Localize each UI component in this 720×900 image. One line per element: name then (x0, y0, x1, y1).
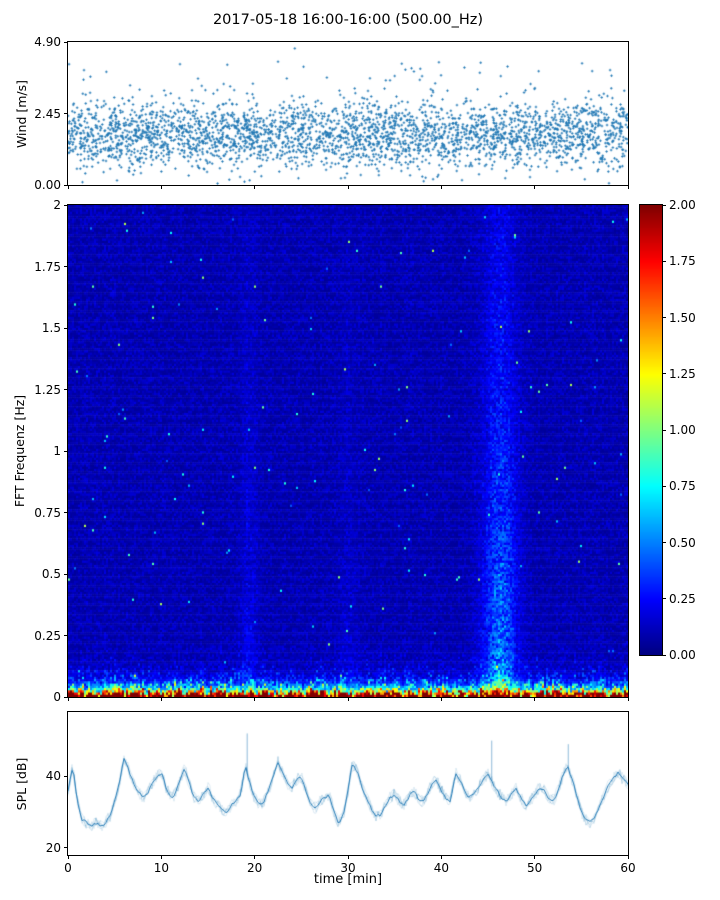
y-tick-mark (64, 184, 68, 186)
x-tick-label: 20 (247, 861, 263, 875)
y-tick-mark (64, 635, 68, 636)
spl-line-canvas (68, 712, 628, 855)
colorbar-tick-label: 0.25 (669, 591, 696, 606)
colorbar-tick-mark (662, 542, 666, 543)
x-tick-label: 50 (527, 861, 543, 875)
colorbar-tick-mark (662, 598, 666, 600)
x-tick-mark (534, 185, 536, 189)
x-tick-mark (347, 697, 349, 701)
colorbar-tick-mark (662, 204, 666, 206)
y-tick-mark (64, 573, 68, 575)
y-tick-mark (64, 113, 68, 114)
x-tick-mark (67, 855, 69, 859)
x-tick-mark (160, 697, 162, 701)
y-tick-label: 0 (53, 690, 61, 704)
colorbar-tick-mark (662, 485, 666, 487)
y-tick-label: 0.5 (41, 567, 61, 581)
x-tick-mark (440, 185, 442, 189)
x-tick-mark (254, 185, 256, 189)
colorbar-tick-mark (662, 373, 666, 375)
x-tick-mark (627, 697, 629, 701)
x-tick-label: 60 (620, 861, 636, 875)
x-tick-mark (254, 855, 256, 859)
y-tick-label: 1.5 (41, 321, 61, 335)
x-tick-mark (67, 697, 69, 701)
wind-scatter-plot (67, 41, 629, 186)
x-tick-mark (347, 185, 349, 189)
y-tick-label: 1.25 (34, 382, 61, 397)
colorbar-tick-label: 0.00 (669, 648, 696, 662)
x-tick-label: 30 (340, 861, 356, 875)
y-tick-label: 0.75 (34, 505, 61, 520)
colorbar-tick-mark (662, 260, 666, 262)
colorbar-tick-label: 1.50 (669, 310, 696, 325)
y-tick-label: 40 (45, 769, 61, 784)
colorbar-tick-label: 2.00 (669, 198, 696, 212)
colorbar-tick-mark (662, 317, 666, 318)
colorbar-tick-label: 1.75 (669, 254, 696, 269)
y-tick-label: 0.25 (34, 628, 61, 643)
y-tick-label: 2 (53, 198, 61, 212)
colorbar-canvas (640, 205, 662, 655)
y-tick-mark (64, 204, 68, 206)
x-tick-label: 40 (433, 861, 449, 875)
x-tick-mark (160, 185, 162, 189)
y-tick-label: 4.90 (34, 35, 61, 49)
x-tick-mark (627, 185, 629, 189)
y-tick-label: 20 (45, 840, 61, 855)
y-tick-mark (64, 775, 68, 777)
colorbar (639, 204, 663, 656)
colorbar-tick-label: 1.00 (669, 423, 696, 437)
y-tick-label: 2.45 (34, 106, 61, 121)
x-tick-mark (160, 855, 162, 859)
y-tick-mark (64, 696, 68, 698)
colorbar-tick-label: 0.75 (669, 479, 696, 494)
y-tick-mark (64, 389, 68, 390)
y-tick-label: 1.75 (34, 259, 61, 274)
colorbar-tick-mark (662, 429, 666, 431)
y-tick-mark (64, 327, 68, 329)
x-tick-mark (347, 855, 349, 859)
spectrogram-plot (67, 204, 629, 698)
y-tick-label: 0.00 (34, 178, 61, 192)
colorbar-tick-label: 0.50 (669, 535, 696, 550)
wind-scatter-canvas (68, 42, 628, 185)
time-xlabel: time [min] (313, 872, 383, 887)
y-tick-mark (64, 450, 68, 452)
x-tick-mark (67, 185, 69, 189)
y-tick-mark (64, 41, 68, 43)
x-tick-mark (534, 697, 536, 701)
colorbar-tick-mark (662, 654, 666, 656)
x-tick-mark (254, 697, 256, 701)
spectrogram-canvas (68, 205, 628, 697)
y-tick-label: 1 (53, 444, 61, 458)
y-tick-mark (64, 847, 68, 849)
y-tick-mark (64, 512, 68, 513)
x-tick-label: 0 (64, 861, 72, 875)
figure-title: 2017-05-18 16:00-16:00 (500.00_Hz) (212, 12, 484, 28)
spl-line-plot (67, 711, 629, 856)
x-tick-mark (440, 697, 442, 701)
y-tick-mark (64, 266, 68, 267)
x-tick-mark (627, 855, 629, 859)
x-tick-mark (440, 855, 442, 859)
x-tick-label: 10 (153, 861, 169, 875)
colorbar-tick-label: 1.25 (669, 366, 696, 381)
x-tick-mark (534, 855, 536, 859)
